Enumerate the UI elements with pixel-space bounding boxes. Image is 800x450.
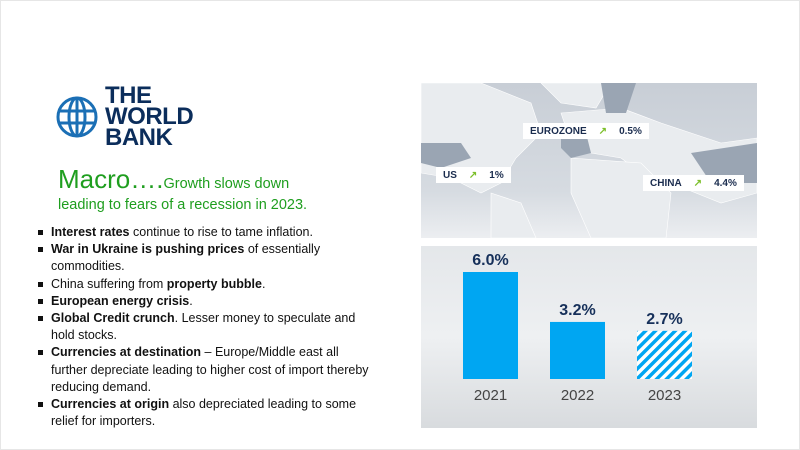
bullet-text: continue to rise to tame inflation.: [129, 225, 313, 239]
bullet-bold-text: Global Credit crunch: [51, 311, 175, 326]
headline-subtitle: Growth slows down: [163, 176, 290, 192]
up-arrow-icon: ↗: [598, 125, 608, 137]
logo-line-3: BANK: [105, 124, 173, 151]
bullet-bold-text: European energy crisis: [51, 293, 190, 308]
bullet-item: China suffering from property bubble.: [37, 276, 377, 293]
bullet-bold-text: property bubble: [166, 276, 262, 291]
tag-region: CHINA: [650, 177, 682, 189]
map-tag-eurozone: EUROZONE ↗ 0.5%: [523, 123, 649, 139]
year-label: 2022: [561, 387, 594, 404]
growth-bar-chart: 6.0% 2021 3.2% 2022 2.7% 2023: [421, 246, 757, 428]
tag-value: 0.5%: [619, 125, 642, 137]
bullet-text: . Lesser money to speculate and hold sto…: [51, 311, 356, 343]
bar-value-label: 3.2%: [559, 302, 595, 319]
bar-value-label: 6.0%: [472, 252, 508, 269]
bullet-text: of essentially commodities.: [51, 242, 321, 274]
headline-line-2: leading to fears of a recession in 2023.: [58, 197, 308, 213]
tag-value: 1%: [489, 169, 504, 181]
globe-icon: [56, 96, 98, 137]
chart-canvas: 6.0% 2021 3.2% 2022 2.7% 2023: [463, 252, 692, 404]
up-arrow-icon: ↗: [468, 169, 478, 181]
bullet-bold-text: Currencies at origin: [51, 397, 170, 412]
bullet-item: Currencies at destination – Europe/Middl…: [37, 344, 377, 396]
tag-region: EUROZONE: [530, 125, 587, 137]
bullet-item: Currencies at origin also depreciated le…: [37, 396, 377, 430]
bar-2023: [637, 330, 692, 379]
bullet-bold-text: Interest rates: [51, 225, 130, 239]
bar-value-label: 2.7%: [646, 311, 682, 328]
bullet-bold-text: War in Ukraine is pushing prices: [51, 242, 245, 257]
up-arrow-icon: ↗: [693, 177, 703, 189]
tag-region: US: [443, 169, 457, 181]
bar-2021: [463, 272, 518, 379]
logo-line-2: WORLD: [105, 103, 194, 130]
world-map-panel: EUROZONE ↗ 0.5% US ↗ 1% CHINA ↗ 4.4%: [421, 83, 757, 238]
headline-macro: Macro….: [58, 164, 164, 194]
bullet-text: .: [189, 293, 193, 308]
bullet-bold-text: Currencies at destination: [51, 345, 202, 360]
bullet-text: China suffering from: [51, 276, 167, 291]
logo-line-1: THE: [105, 82, 152, 109]
bullet-text: .: [261, 276, 266, 291]
year-label: 2023: [648, 387, 681, 404]
world-map-graphic: [421, 83, 757, 238]
map-tag-china: CHINA ↗ 4.4%: [643, 175, 744, 191]
bullet-list: Interest rates continue to rise to tame …: [37, 224, 377, 430]
headline: Macro….Growth slows down leading to fear…: [58, 164, 318, 213]
bullet-text: – Europe/Middle east all further depreci…: [51, 345, 369, 394]
bar-2022: [550, 321, 605, 379]
world-bank-logo: THE WORLD BANK: [55, 82, 194, 151]
map-tag-us: US ↗ 1%: [436, 167, 511, 183]
year-label: 2021: [474, 387, 507, 404]
bullet-text: also depreciated leading to some relief …: [51, 397, 357, 429]
tag-value: 4.4%: [714, 177, 737, 189]
bullet-item: European energy crisis.: [37, 293, 377, 310]
bullet-item: Interest rates continue to rise to tame …: [37, 224, 377, 241]
bullet-item: War in Ukraine is pushing prices of esse…: [37, 241, 377, 275]
bullet-item: Global Credit crunch. Lesser money to sp…: [37, 310, 377, 344]
